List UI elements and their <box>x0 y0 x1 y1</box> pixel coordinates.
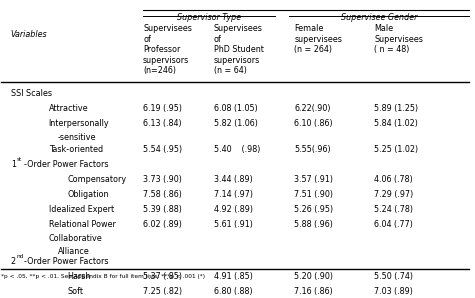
Text: 4.92 (.89): 4.92 (.89) <box>214 205 253 214</box>
Text: -Order Power Factors: -Order Power Factors <box>24 257 109 266</box>
Text: 4.91 (.85): 4.91 (.85) <box>214 272 253 281</box>
Text: 7.16 (.86): 7.16 (.86) <box>294 287 333 296</box>
Text: 6.04 (.77): 6.04 (.77) <box>374 220 413 229</box>
Text: 7.14 (.97): 7.14 (.97) <box>214 190 253 199</box>
Text: 7.03 (.89): 7.03 (.89) <box>374 287 413 296</box>
Text: 5.50 (.74): 5.50 (.74) <box>374 272 413 281</box>
Text: Relational Power: Relational Power <box>48 220 115 229</box>
Text: Task-oriented: Task-oriented <box>48 145 103 154</box>
Text: -Order Power Factors: -Order Power Factors <box>24 160 109 169</box>
Text: 6.10 (.86): 6.10 (.86) <box>294 119 333 128</box>
Text: 3.73 (.90): 3.73 (.90) <box>143 175 182 184</box>
Text: Variables: Variables <box>11 30 48 39</box>
Text: Male
Supervisees
( n = 48): Male Supervisees ( n = 48) <box>374 24 423 54</box>
Text: 6.08 (1.05): 6.08 (1.05) <box>214 104 257 113</box>
Text: Alliance: Alliance <box>58 247 90 256</box>
Text: 5.54 (.95): 5.54 (.95) <box>143 145 182 154</box>
Text: Supervisor Type: Supervisor Type <box>177 13 241 22</box>
Text: SSI Scales: SSI Scales <box>11 89 52 98</box>
Text: Collaborative: Collaborative <box>48 234 102 243</box>
Text: 5.84 (1.02): 5.84 (1.02) <box>374 119 418 128</box>
Text: 5.61 (.91): 5.61 (.91) <box>214 220 253 229</box>
Text: 5.25 (1.02): 5.25 (1.02) <box>374 145 418 154</box>
Text: 5.39 (.88): 5.39 (.88) <box>143 205 182 214</box>
Text: 6.22(.90): 6.22(.90) <box>294 104 331 113</box>
Text: 1: 1 <box>11 160 16 169</box>
Text: nd: nd <box>17 254 24 259</box>
Text: 5.26 (.95): 5.26 (.95) <box>294 205 333 214</box>
Text: 5.89 (1.25): 5.89 (1.25) <box>374 104 418 113</box>
Text: Female
supervisees
(n = 264): Female supervisees (n = 264) <box>294 24 342 54</box>
Text: 5.20 (.90): 5.20 (.90) <box>294 272 333 281</box>
Text: 5.24 (.78): 5.24 (.78) <box>374 205 413 214</box>
Text: 2: 2 <box>11 257 16 266</box>
Text: 3.44 (.89): 3.44 (.89) <box>214 175 253 184</box>
Text: Attractive: Attractive <box>48 104 88 113</box>
Text: -sensitive: -sensitive <box>58 133 96 142</box>
Text: Interpersonally: Interpersonally <box>48 119 109 128</box>
Text: Supervisee Gender: Supervisee Gender <box>341 13 418 22</box>
Text: st: st <box>17 157 22 162</box>
Text: Supervisees
of
PhD Student
supervisors
(n = 64): Supervisees of PhD Student supervisors (… <box>214 24 264 75</box>
Text: Soft: Soft <box>67 287 84 296</box>
Text: 3.57 (.91): 3.57 (.91) <box>294 175 333 184</box>
Text: Harsh: Harsh <box>67 272 91 281</box>
Text: 7.51 (.90): 7.51 (.90) <box>294 190 333 199</box>
Text: 5.55(.96): 5.55(.96) <box>294 145 331 154</box>
Text: 5.40    (.98): 5.40 (.98) <box>214 145 260 154</box>
Text: 4.06 (.78): 4.06 (.78) <box>374 175 413 184</box>
Text: Idealized Expert: Idealized Expert <box>48 205 114 214</box>
Text: 5.82 (1.06): 5.82 (1.06) <box>214 119 258 128</box>
Text: 6.02 (.89): 6.02 (.89) <box>143 220 182 229</box>
Text: 7.25 (.82): 7.25 (.82) <box>143 287 182 296</box>
Text: Supervisees
of
Professor
supervisors
(n=246): Supervisees of Professor supervisors (n=… <box>143 24 192 75</box>
Text: 6.19 (.95): 6.19 (.95) <box>143 104 182 113</box>
Text: Compensatory: Compensatory <box>67 175 127 184</box>
Text: 6.13 (.84): 6.13 (.84) <box>143 119 181 128</box>
Text: 7.58 (.86): 7.58 (.86) <box>143 190 182 199</box>
Text: 6.80 (.88): 6.80 (.88) <box>214 287 253 296</box>
Text: Obligation: Obligation <box>67 190 109 199</box>
Text: 5.88 (.96): 5.88 (.96) <box>294 220 333 229</box>
Text: *p < .05, **p < .01. See Appendix B for full item lists. ***p < .001 (*): *p < .05, **p < .01. See Appendix B for … <box>1 274 206 279</box>
Text: 5.37 (.85): 5.37 (.85) <box>143 272 182 281</box>
Text: 7.29 (.97): 7.29 (.97) <box>374 190 414 199</box>
